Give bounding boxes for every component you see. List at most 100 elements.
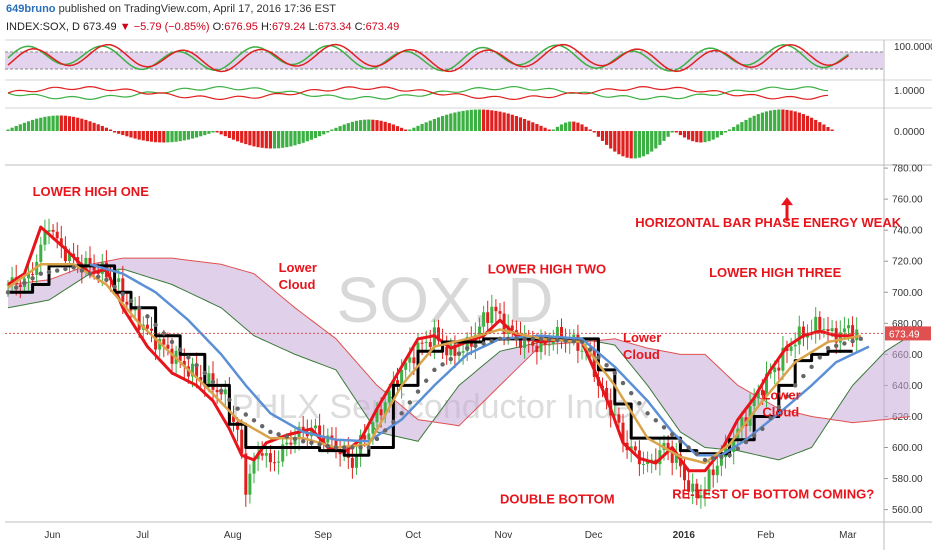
- candle-body: [43, 231, 47, 245]
- publish-line: 649bruno published on TradingView.com, A…: [6, 3, 336, 15]
- hist-bar: [121, 131, 125, 136]
- hist-bar: [375, 120, 379, 131]
- candle-body: [137, 308, 141, 330]
- sar-dot: [801, 373, 806, 379]
- hist-bar: [350, 121, 354, 131]
- candle-body: [309, 428, 313, 437]
- hist-bar: [687, 131, 691, 140]
- candle-body: [793, 344, 797, 347]
- hist-bar: [59, 115, 63, 131]
- hist-bar: [826, 127, 830, 131]
- candle-body: [170, 348, 174, 364]
- candle-body: [818, 316, 822, 330]
- hist-bar: [670, 131, 674, 133]
- candle-body: [752, 398, 756, 407]
- hist-bar: [588, 129, 592, 131]
- sar-dot: [46, 269, 52, 275]
- hist-bar: [289, 131, 293, 147]
- sar-dot: [506, 336, 511, 342]
- candle-body: [765, 373, 768, 396]
- stoch-band: [5, 52, 884, 69]
- sar-dot: [30, 276, 35, 281]
- candle-body: [465, 336, 469, 352]
- candle-body: [539, 338, 543, 353]
- hist-bar: [564, 122, 568, 131]
- sar-dot: [292, 436, 298, 442]
- sar-dot: [596, 355, 601, 360]
- sar-dot: [612, 370, 617, 376]
- hist-bar: [789, 110, 793, 131]
- sar-dot: [514, 336, 519, 342]
- osc-red-line: [7, 85, 829, 101]
- hist-bar: [322, 131, 326, 135]
- candle-body: [699, 495, 703, 498]
- annotation-label: LOWER HIGH THREE: [709, 265, 841, 280]
- annotation-label: Cloud: [762, 404, 799, 419]
- hist-bar: [682, 131, 687, 138]
- x-tick-label: Dec: [585, 530, 603, 541]
- sar-dot: [530, 336, 535, 342]
- author-link[interactable]: 649bruno: [6, 3, 56, 15]
- sar-dot: [694, 451, 699, 456]
- sar-dot: [686, 445, 691, 450]
- sar-dot: [735, 446, 740, 451]
- sar-dot: [661, 425, 667, 430]
- hist-bar: [797, 112, 801, 131]
- candle-body: [281, 444, 285, 462]
- hist-bar: [436, 117, 441, 131]
- hist-bar: [256, 131, 260, 148]
- hist-bar: [268, 131, 272, 149]
- candle-body: [482, 312, 486, 327]
- candle-body: [178, 350, 182, 361]
- hist-bar: [195, 131, 199, 138]
- hist-bar: [699, 131, 703, 143]
- sar-dot: [702, 457, 708, 463]
- candle-body: [39, 244, 43, 262]
- hist-bar: [174, 131, 178, 142]
- candle-body: [830, 328, 834, 332]
- candle-body: [244, 453, 248, 495]
- candle-body: [396, 380, 399, 387]
- hist-bar: [801, 114, 805, 131]
- annotation-label: LOWER HIGH ONE: [33, 184, 150, 199]
- candle-body: [629, 446, 633, 451]
- close-label: C:: [354, 21, 366, 33]
- sar-dot: [112, 284, 117, 290]
- hist-bar: [223, 131, 227, 137]
- hist-bar: [63, 115, 67, 131]
- sar-dot: [22, 280, 27, 286]
- x-tick-label: 2016: [673, 530, 696, 541]
- sar-dot: [784, 394, 790, 399]
- sar-dot: [637, 401, 642, 406]
- hist-bar: [785, 109, 789, 131]
- hist-bar: [830, 129, 834, 131]
- candle-body: [613, 414, 617, 416]
- hist-bar: [178, 131, 182, 142]
- sar-dot: [55, 268, 60, 273]
- hist-bar: [703, 131, 707, 143]
- symbol-label: INDEX:SOX, D: [6, 21, 80, 33]
- sar-dot: [497, 336, 503, 342]
- hist-bar: [67, 116, 72, 131]
- hist-bar: [145, 131, 149, 142]
- y-tick-label: 580.00: [892, 474, 923, 485]
- hist-bar: [326, 131, 330, 133]
- hist-bar: [35, 118, 39, 131]
- sar-dot: [104, 277, 109, 283]
- candle-body: [814, 316, 818, 333]
- candle-body: [523, 335, 527, 348]
- candle-body: [273, 462, 276, 464]
- sar-dot: [825, 345, 831, 351]
- candle-body: [769, 372, 773, 374]
- annotation-label: Lower: [623, 330, 661, 345]
- candle-body: [314, 425, 317, 429]
- hist-bar: [707, 131, 711, 142]
- x-tick-label: Feb: [757, 530, 775, 541]
- candle-body: [63, 246, 67, 262]
- annotation-label: Lower: [762, 387, 800, 402]
- hist-bar: [527, 120, 531, 131]
- osc-level-label: 1.0000: [894, 86, 925, 97]
- sar-dot: [473, 343, 478, 349]
- hist-bar: [781, 109, 785, 131]
